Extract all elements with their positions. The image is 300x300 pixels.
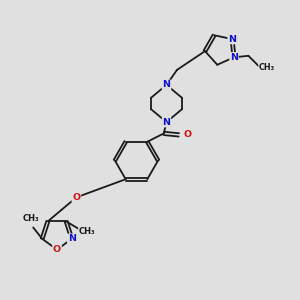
Text: O: O (72, 193, 80, 202)
Text: N: N (163, 118, 170, 127)
Text: N: N (68, 234, 76, 243)
Text: N: N (163, 80, 170, 89)
Text: O: O (53, 245, 61, 254)
Text: CH₃: CH₃ (259, 63, 275, 72)
Text: N: N (228, 34, 236, 43)
Text: CH₃: CH₃ (79, 227, 95, 236)
Text: O: O (183, 130, 191, 140)
Text: CH₃: CH₃ (23, 214, 39, 223)
Text: N: N (230, 53, 238, 62)
